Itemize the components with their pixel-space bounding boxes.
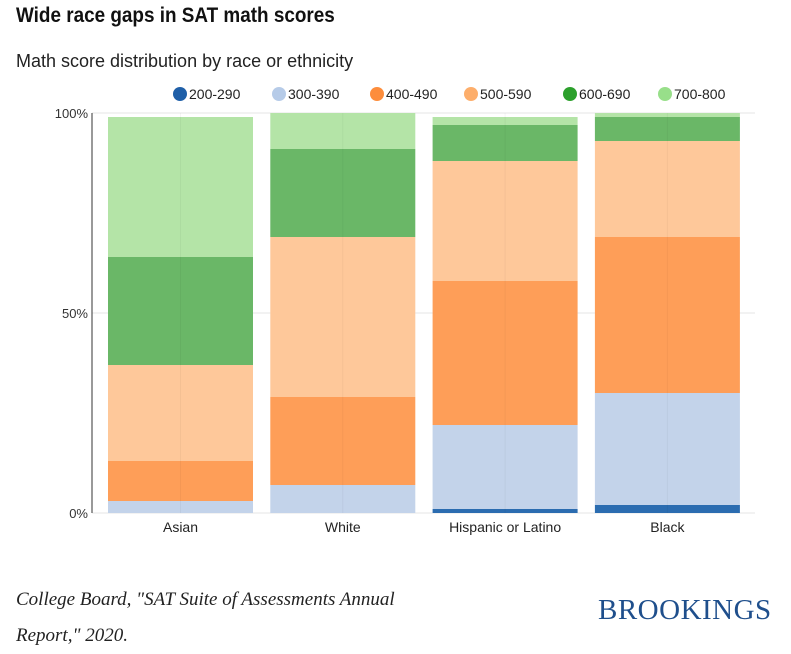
bar-segment-400-490 [270,397,416,485]
bar-segment-700-800 [594,113,740,117]
legend-label: 400-490 [386,86,438,102]
bar-segment-300-390 [270,485,416,513]
brookings-logo: BROOKINGS [598,594,772,626]
legend-label: 600-690 [579,86,631,102]
x-tick-label: Hispanic or Latino [449,519,561,535]
legend-label: 500-590 [480,86,532,102]
bar-segment-300-390 [432,425,578,509]
bar-segment-200-290 [594,505,740,513]
bar-segment-500-590 [432,161,578,281]
legend-marker-icon [272,87,286,101]
legend-marker-icon [173,87,187,101]
legend-label: 700-800 [674,86,726,102]
legend-marker-icon [563,87,577,101]
y-tick-label: 50% [62,306,88,321]
bar-segment-400-490 [108,461,253,501]
source-note: College Board, "SAT Suite of Assessments… [16,589,395,646]
legend-marker-icon [658,87,672,101]
bar-segment-700-800 [432,117,578,125]
bar-segment-200-290 [432,509,578,513]
x-tick-label: Asian [163,519,198,535]
bar-segment-600-690 [108,257,253,365]
x-tick-label: Black [650,519,685,535]
bar-segment-300-390 [594,393,740,505]
chart-subtitle: Math score distribution by race or ethni… [16,51,354,71]
legend-label: 300-390 [288,86,340,102]
chart-title: Wide race gaps in SAT math scores [16,4,335,27]
bar-segment-600-690 [594,117,740,141]
bar-segment-700-800 [108,117,253,257]
bar-segment-500-590 [270,237,416,397]
legend-marker-icon [464,87,478,101]
legend-marker-icon [370,87,384,101]
bar-segment-500-590 [108,365,253,461]
bar-segment-700-800 [270,113,416,149]
y-tick-label: 0% [69,506,88,521]
x-tick-label: White [325,519,361,535]
bar-segment-400-490 [594,237,740,393]
legend-label: 200-290 [189,86,241,102]
bar-segment-400-490 [432,281,578,425]
y-tick-label: 100% [55,106,89,121]
bar-segment-600-690 [270,149,416,237]
bar-segment-600-690 [432,125,578,161]
bar-segment-300-390 [108,501,253,513]
bar-segment-500-590 [594,141,740,237]
